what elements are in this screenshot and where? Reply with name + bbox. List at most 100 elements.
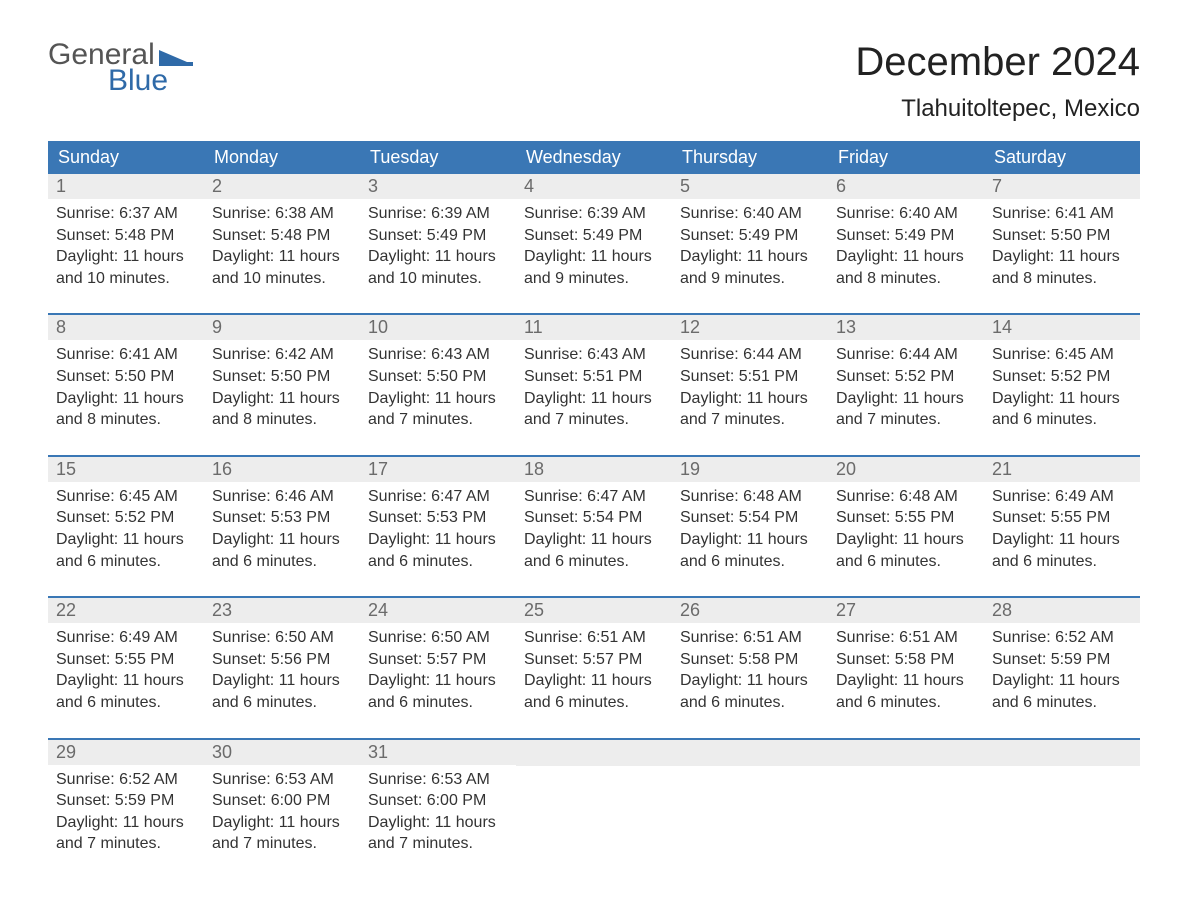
calendar-cell: 25Sunrise: 6:51 AMSunset: 5:57 PMDayligh… [516, 598, 672, 723]
calendar-cell: 30Sunrise: 6:53 AMSunset: 6:00 PMDayligh… [204, 740, 360, 865]
day-details: Sunrise: 6:37 AMSunset: 5:48 PMDaylight:… [48, 199, 204, 299]
d1-line: Daylight: 11 hours [524, 529, 664, 551]
day-details: Sunrise: 6:38 AMSunset: 5:48 PMDaylight:… [204, 199, 360, 299]
sunrise-line: Sunrise: 6:52 AM [56, 769, 196, 791]
day-details: Sunrise: 6:49 AMSunset: 5:55 PMDaylight:… [984, 482, 1140, 582]
sunrise-line: Sunrise: 6:50 AM [212, 627, 352, 649]
calendar-cell: 17Sunrise: 6:47 AMSunset: 5:53 PMDayligh… [360, 457, 516, 582]
sunrise-line: Sunrise: 6:51 AM [836, 627, 976, 649]
day-number: 31 [360, 740, 516, 765]
sunset-line: Sunset: 6:00 PM [368, 790, 508, 812]
d1-line: Daylight: 11 hours [992, 529, 1132, 551]
sunrise-line: Sunrise: 6:49 AM [992, 486, 1132, 508]
sunset-line: Sunset: 5:49 PM [524, 225, 664, 247]
d2-line: and 7 minutes. [368, 833, 508, 855]
day-details: Sunrise: 6:41 AMSunset: 5:50 PMDaylight:… [48, 340, 204, 440]
day-number: 15 [48, 457, 204, 482]
calendar-cell: 22Sunrise: 6:49 AMSunset: 5:55 PMDayligh… [48, 598, 204, 723]
page-title: December 2024 [855, 40, 1140, 85]
d2-line: and 9 minutes. [680, 268, 820, 290]
day-number: 8 [48, 315, 204, 340]
sunset-line: Sunset: 5:50 PM [56, 366, 196, 388]
calendar-cell: 26Sunrise: 6:51 AMSunset: 5:58 PMDayligh… [672, 598, 828, 723]
day-details: Sunrise: 6:40 AMSunset: 5:49 PMDaylight:… [828, 199, 984, 299]
calendar-cell [672, 740, 828, 865]
d1-line: Daylight: 11 hours [368, 812, 508, 834]
weekday-header: Wednesday [516, 141, 672, 174]
sunset-line: Sunset: 5:55 PM [836, 507, 976, 529]
d1-line: Daylight: 11 hours [992, 670, 1132, 692]
calendar-cell: 11Sunrise: 6:43 AMSunset: 5:51 PMDayligh… [516, 315, 672, 440]
d1-line: Daylight: 11 hours [524, 388, 664, 410]
sunrise-line: Sunrise: 6:43 AM [524, 344, 664, 366]
d1-line: Daylight: 11 hours [212, 812, 352, 834]
calendar-cell: 18Sunrise: 6:47 AMSunset: 5:54 PMDayligh… [516, 457, 672, 582]
day-number [516, 740, 672, 766]
day-number: 24 [360, 598, 516, 623]
day-details: Sunrise: 6:52 AMSunset: 5:59 PMDaylight:… [984, 623, 1140, 723]
d2-line: and 7 minutes. [680, 409, 820, 431]
day-details: Sunrise: 6:40 AMSunset: 5:49 PMDaylight:… [672, 199, 828, 299]
d2-line: and 6 minutes. [992, 551, 1132, 573]
day-details: Sunrise: 6:50 AMSunset: 5:57 PMDaylight:… [360, 623, 516, 723]
d1-line: Daylight: 11 hours [56, 812, 196, 834]
sunset-line: Sunset: 5:53 PM [368, 507, 508, 529]
sunset-line: Sunset: 5:48 PM [212, 225, 352, 247]
sunrise-line: Sunrise: 6:44 AM [836, 344, 976, 366]
day-details: Sunrise: 6:39 AMSunset: 5:49 PMDaylight:… [360, 199, 516, 299]
sunset-line: Sunset: 5:52 PM [836, 366, 976, 388]
day-number: 19 [672, 457, 828, 482]
d1-line: Daylight: 11 hours [368, 529, 508, 551]
day-number: 10 [360, 315, 516, 340]
d1-line: Daylight: 11 hours [56, 529, 196, 551]
d1-line: Daylight: 11 hours [212, 246, 352, 268]
d2-line: and 8 minutes. [56, 409, 196, 431]
d1-line: Daylight: 11 hours [368, 670, 508, 692]
sunset-line: Sunset: 5:49 PM [680, 225, 820, 247]
sunset-line: Sunset: 5:49 PM [368, 225, 508, 247]
calendar-cell: 29Sunrise: 6:52 AMSunset: 5:59 PMDayligh… [48, 740, 204, 865]
sunrise-line: Sunrise: 6:37 AM [56, 203, 196, 225]
d2-line: and 6 minutes. [56, 692, 196, 714]
d2-line: and 6 minutes. [524, 692, 664, 714]
day-details: Sunrise: 6:51 AMSunset: 5:57 PMDaylight:… [516, 623, 672, 723]
day-number: 14 [984, 315, 1140, 340]
calendar-cell: 2Sunrise: 6:38 AMSunset: 5:48 PMDaylight… [204, 174, 360, 299]
sunset-line: Sunset: 5:58 PM [680, 649, 820, 671]
sunset-line: Sunset: 5:54 PM [680, 507, 820, 529]
day-details: Sunrise: 6:44 AMSunset: 5:52 PMDaylight:… [828, 340, 984, 440]
sunset-line: Sunset: 5:56 PM [212, 649, 352, 671]
day-number: 22 [48, 598, 204, 623]
d2-line: and 8 minutes. [836, 268, 976, 290]
d2-line: and 10 minutes. [368, 268, 508, 290]
calendar-cell: 3Sunrise: 6:39 AMSunset: 5:49 PMDaylight… [360, 174, 516, 299]
sunrise-line: Sunrise: 6:48 AM [836, 486, 976, 508]
day-details: Sunrise: 6:53 AMSunset: 6:00 PMDaylight:… [204, 765, 360, 865]
d2-line: and 7 minutes. [212, 833, 352, 855]
calendar-cell: 31Sunrise: 6:53 AMSunset: 6:00 PMDayligh… [360, 740, 516, 865]
sunset-line: Sunset: 5:58 PM [836, 649, 976, 671]
d1-line: Daylight: 11 hours [212, 388, 352, 410]
calendar-cell: 5Sunrise: 6:40 AMSunset: 5:49 PMDaylight… [672, 174, 828, 299]
sunset-line: Sunset: 5:53 PM [212, 507, 352, 529]
d2-line: and 6 minutes. [836, 692, 976, 714]
d2-line: and 6 minutes. [992, 692, 1132, 714]
day-details: Sunrise: 6:47 AMSunset: 5:54 PMDaylight:… [516, 482, 672, 582]
calendar-cell: 27Sunrise: 6:51 AMSunset: 5:58 PMDayligh… [828, 598, 984, 723]
calendar-cell: 12Sunrise: 6:44 AMSunset: 5:51 PMDayligh… [672, 315, 828, 440]
day-number: 16 [204, 457, 360, 482]
sunset-line: Sunset: 5:51 PM [680, 366, 820, 388]
day-number: 4 [516, 174, 672, 199]
d2-line: and 9 minutes. [524, 268, 664, 290]
sunset-line: Sunset: 5:59 PM [992, 649, 1132, 671]
d2-line: and 6 minutes. [212, 692, 352, 714]
d1-line: Daylight: 11 hours [524, 670, 664, 692]
sunrise-line: Sunrise: 6:45 AM [56, 486, 196, 508]
d2-line: and 7 minutes. [524, 409, 664, 431]
calendar-cell: 16Sunrise: 6:46 AMSunset: 5:53 PMDayligh… [204, 457, 360, 582]
calendar-cell: 19Sunrise: 6:48 AMSunset: 5:54 PMDayligh… [672, 457, 828, 582]
day-details: Sunrise: 6:51 AMSunset: 5:58 PMDaylight:… [828, 623, 984, 723]
sunset-line: Sunset: 5:50 PM [368, 366, 508, 388]
sunrise-line: Sunrise: 6:53 AM [212, 769, 352, 791]
d2-line: and 7 minutes. [368, 409, 508, 431]
